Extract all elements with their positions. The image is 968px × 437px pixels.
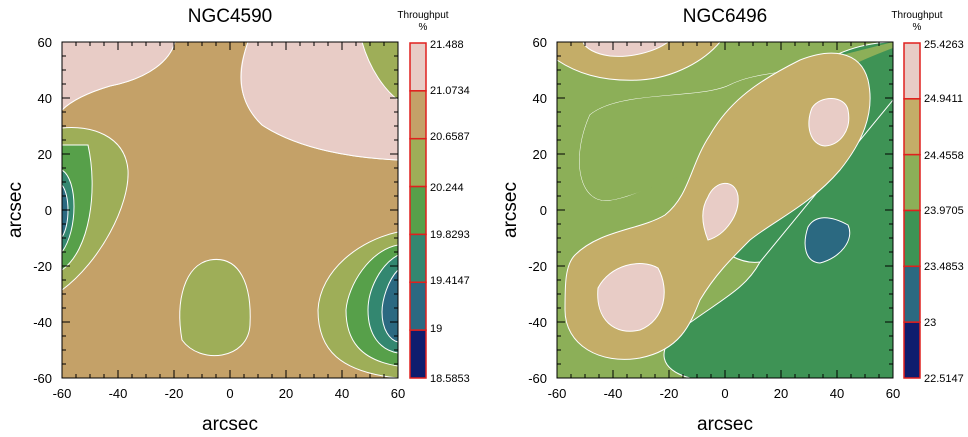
x-tick-label: 40 (335, 386, 349, 401)
colorbar-swatch (903, 321, 921, 379)
colorbar-swatch (903, 265, 921, 323)
y-tick-label: -40 (33, 315, 52, 330)
y-tick-label: -60 (33, 371, 52, 386)
x-tick-label: -20 (660, 386, 679, 401)
x-axis-label: arcsec (202, 414, 258, 435)
contour-band-lowest-right (804, 217, 851, 264)
colorbar-level-label: 22.5147 (924, 373, 964, 385)
colorbar-title: Throughput (891, 10, 942, 21)
colorbar-unit: % (913, 22, 922, 33)
y-tick-label: -40 (528, 315, 547, 330)
chart-title: NGC4590 (188, 6, 273, 27)
colorbar: Throughput % 25.4263 24.9411 24.4558 23.… (891, 10, 963, 385)
colorbar-level-label: 19.8293 (430, 229, 470, 241)
colorbar-swatch (409, 90, 427, 140)
x-tick-label: 40 (830, 386, 844, 401)
colorbar-swatch (409, 42, 427, 92)
axis-ticks (556, 41, 894, 379)
colorbar-swatch (409, 233, 427, 284)
colorbar-level-label: 20.244 (430, 182, 464, 194)
colorbar-swatches (409, 42, 427, 379)
y-tick-label: 60 (38, 35, 52, 50)
colorbar-level-label: 19.4147 (430, 275, 470, 287)
contour-band-high (62, 42, 398, 160)
y-tick-label: 0 (45, 203, 52, 218)
colorbar-swatch (409, 329, 427, 379)
x-tick-label: -60 (53, 386, 72, 401)
colorbar: Throughput % 21.488 21.0734 20.6587 20.2… (397, 10, 469, 385)
y-tick-label: 60 (533, 35, 547, 50)
contour-plot-area (557, 42, 893, 378)
colorbar-level-label: 23.9705 (924, 205, 964, 217)
contour-plot-area (62, 42, 398, 378)
y-tick-label: 20 (38, 147, 52, 162)
y-axis-label: arcsec (500, 182, 521, 238)
chart-title: NGC6496 (683, 6, 768, 27)
x-tick-label: 20 (774, 386, 788, 401)
colorbar-swatch (409, 281, 427, 331)
colorbar-level-label: 25.4263 (924, 39, 964, 51)
y-tick-label: 0 (540, 203, 547, 218)
panel-ngc4590: NGC4590 -60 (5, 6, 470, 435)
y-axis-label: arcsec (5, 182, 26, 238)
x-tick-label: -40 (109, 386, 128, 401)
x-tick-label: -60 (548, 386, 567, 401)
colorbar-swatch (903, 209, 921, 268)
x-tick-label: 60 (391, 386, 405, 401)
y-tick-label: 40 (533, 91, 547, 106)
colorbar-level-label: 23.4853 (924, 261, 964, 273)
colorbar-swatch (409, 137, 427, 188)
y-tick-label: 20 (533, 147, 547, 162)
y-tick-label: -20 (33, 259, 52, 274)
colorbar-level-label: 20.6587 (430, 131, 470, 143)
x-tick-label: 0 (721, 386, 728, 401)
contour-band-high-lower-left (597, 263, 665, 332)
contour-band-high-center (702, 182, 739, 241)
x-tick-label: -20 (165, 386, 184, 401)
colorbar-swatch (903, 153, 921, 212)
contour-band-lowest-right (381, 269, 398, 343)
colorbar-title: Throughput (397, 10, 448, 21)
y-tick-label: -20 (528, 259, 547, 274)
axis-ticks (61, 41, 399, 379)
panel-ngc6496: NGC6496 -60 -40 -20 0 20 40 60 (500, 6, 964, 435)
colorbar-level-label: 24.9411 (924, 93, 963, 105)
contour-band-high-top (582, 42, 669, 57)
colorbar-swatches (903, 42, 921, 379)
x-tick-label: -40 (604, 386, 623, 401)
x-axis-label: arcsec (697, 414, 753, 435)
colorbar-level-label: 21.0734 (430, 85, 470, 97)
contour-line-1 (240, 42, 398, 161)
y-tick-label: -60 (528, 371, 547, 386)
x-tick-label: 60 (886, 386, 900, 401)
y-tick-label: 40 (38, 91, 52, 106)
colorbar-level-label: 19 (430, 323, 442, 335)
contour-line-2 (62, 42, 176, 111)
x-tick-label: 20 (279, 386, 293, 401)
colorbar-level-label: 21.488 (430, 39, 464, 51)
contour-band-high-upper-right (808, 98, 850, 147)
colorbar-unit: % (419, 22, 428, 33)
colorbar-level-label: 24.4558 (924, 150, 964, 162)
colorbar-swatch (903, 42, 921, 100)
colorbar-level-label: 18.5853 (430, 373, 470, 385)
colorbar-swatch (903, 98, 921, 156)
colorbar-level-label: 23 (924, 317, 936, 329)
colorbar-swatch (409, 185, 427, 236)
x-tick-label: 0 (226, 386, 233, 401)
contour-band-mid-bottom (179, 258, 251, 356)
